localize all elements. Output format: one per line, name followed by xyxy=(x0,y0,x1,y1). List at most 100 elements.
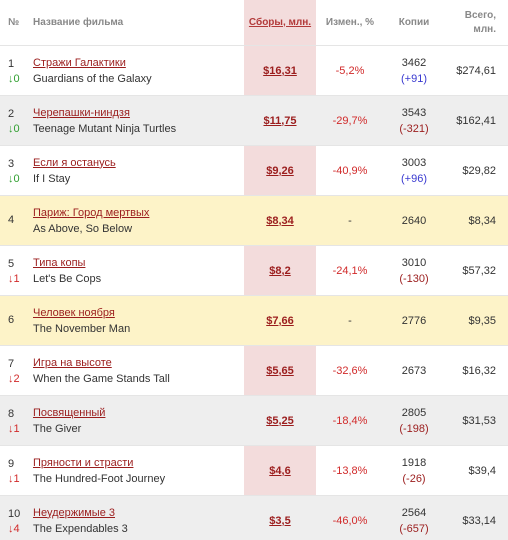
rank-number: 6 xyxy=(8,314,15,326)
box-office-value[interactable]: $5,65 xyxy=(266,364,294,377)
box-office-cell: $9,26 xyxy=(244,145,316,196)
table-row: 10 ↓4 Неудержимые 3 The Expendables 3 $3,5 -4… xyxy=(0,495,508,540)
copies-count: 2776 xyxy=(401,314,427,327)
header-box-office[interactable]: Сборы, млн. xyxy=(244,0,316,46)
film-original-title: The Hundred-Foot Journey xyxy=(33,472,166,485)
film-original-title: When the Game Stands Tall xyxy=(33,372,170,385)
change-percent: -46,0% xyxy=(316,495,384,540)
box-office-value[interactable]: $11,75 xyxy=(263,114,297,127)
rank-cell: 9 ↓1 xyxy=(0,445,27,496)
rank-change: ↓4 xyxy=(8,522,20,535)
film-title-link[interactable]: Неудержимые 3 xyxy=(33,506,115,519)
film-original-title: Let's Be Cops xyxy=(33,272,102,285)
film-original-title: As Above, So Below xyxy=(33,222,133,235)
total-gross: $8,34 xyxy=(444,195,508,246)
change-percent: -32,6% xyxy=(316,345,384,396)
copies-change: (-321) xyxy=(399,122,429,135)
rank-change: ↓1 xyxy=(8,422,20,435)
rank-number: 8 xyxy=(8,407,15,420)
box-office-cell: $7,66 xyxy=(244,295,316,346)
box-office-value[interactable]: $7,66 xyxy=(266,314,294,327)
rank-change: ↓0 xyxy=(8,122,20,135)
table-row: 5 ↓1 Типа копы Let's Be Cops $8,2 -24,1% 3010 (… xyxy=(0,245,508,296)
title-cell: Париж: Город мертвых As Above, So Below xyxy=(27,195,244,246)
header-box-office-label[interactable]: Сборы, млн. xyxy=(248,16,312,28)
box-office-value[interactable]: $3,5 xyxy=(269,514,291,527)
title-cell: Посвященный The Giver xyxy=(27,395,244,446)
total-gross: $274,61 xyxy=(444,45,508,96)
copies-count: 3462 xyxy=(401,56,427,69)
total-gross: $33,14 xyxy=(444,495,508,540)
title-cell: Человек ноября The November Man xyxy=(27,295,244,346)
box-office-value[interactable]: $5,25 xyxy=(266,414,294,427)
change-percent: -24,1% xyxy=(316,245,384,296)
box-office-cell: $4,6 xyxy=(244,445,316,496)
title-cell: Игра на высоте When the Game Stands Tall xyxy=(27,345,244,396)
rank-number: 1 xyxy=(8,57,15,70)
table-row: 4 Париж: Город мертвых As Above, So Below $… xyxy=(0,195,508,246)
rank-cell: 7 ↓2 xyxy=(0,345,27,396)
film-title-link[interactable]: Стражи Галактики xyxy=(33,56,126,69)
change-percent: -13,8% xyxy=(316,445,384,496)
rank-cell: 8 ↓1 xyxy=(0,395,27,446)
film-title-link[interactable]: Посвященный xyxy=(33,406,106,419)
copies-count: 2640 xyxy=(401,214,427,227)
copies-cell: 1918 (-26) xyxy=(384,445,444,496)
total-gross: $9,35 xyxy=(444,295,508,346)
copies-cell: 2673 xyxy=(384,345,444,396)
box-office-cell: $8,2 xyxy=(244,245,316,296)
change-percent: - xyxy=(316,195,384,246)
rank-change: ↓0 xyxy=(8,172,20,185)
header-total: Всего, млн. xyxy=(464,9,496,35)
rank-change: ↓1 xyxy=(8,272,20,285)
title-cell: Типа копы Let's Be Cops xyxy=(27,245,244,296)
film-title-link[interactable]: Типа копы xyxy=(33,256,86,269)
box-office-value[interactable]: $16,31 xyxy=(263,64,297,77)
title-cell: Неудержимые 3 The Expendables 3 xyxy=(27,495,244,540)
header-change: Измен., % xyxy=(325,16,375,28)
box-office-value[interactable]: $8,2 xyxy=(269,264,291,277)
box-office-value[interactable]: $9,26 xyxy=(266,164,294,177)
copies-count: 3010 xyxy=(401,256,427,269)
rank-cell: 4 xyxy=(0,195,27,246)
change-percent: -5,2% xyxy=(316,45,384,96)
header-copies: Копии xyxy=(398,16,430,28)
table-row: 3 ↓0 Если я останусь If I Stay $9,26 -40,9% 30… xyxy=(0,145,508,196)
title-cell: Стражи Галактики Guardians of the Galaxy xyxy=(27,45,244,96)
film-original-title: If I Stay xyxy=(33,172,71,185)
rank-number: 5 xyxy=(8,257,15,270)
total-gross: $29,82 xyxy=(444,145,508,196)
change-percent: -29,7% xyxy=(316,95,384,146)
box-office-value[interactable]: $4,6 xyxy=(269,464,291,477)
film-title-link[interactable]: Человек ноября xyxy=(33,306,115,319)
copies-change: (+96) xyxy=(401,172,427,185)
film-title-link[interactable]: Пряности и страсти xyxy=(33,456,134,469)
rank-number: 4 xyxy=(8,214,15,226)
title-cell: Черепашки-ниндзя Teenage Mutant Ninja Tur… xyxy=(27,95,244,146)
total-gross: $162,41 xyxy=(444,95,508,146)
rank-change: ↓2 xyxy=(8,372,20,385)
table-row: 9 ↓1 Пряности и страсти The Hundred-Foot Jo… xyxy=(0,445,508,496)
film-title-link[interactable]: Черепашки-ниндзя xyxy=(33,106,130,119)
table-row: 7 ↓2 Игра на высоте When the Game Stands Ta… xyxy=(0,345,508,396)
copies-change: (-26) xyxy=(402,472,426,485)
rank-number: 10 xyxy=(8,507,21,520)
film-original-title: Guardians of the Galaxy xyxy=(33,72,152,85)
box-office-value[interactable]: $8,34 xyxy=(266,214,294,227)
copies-cell: 2776 xyxy=(384,295,444,346)
film-original-title: The November Man xyxy=(33,322,131,335)
copies-change: (-130) xyxy=(399,272,429,285)
copies-count: 2805 xyxy=(401,406,427,419)
title-cell: Пряности и страсти The Hundred-Foot Journ… xyxy=(27,445,244,496)
film-title-link[interactable]: Париж: Город мертвых xyxy=(33,206,150,219)
rank-number: 3 xyxy=(8,157,15,170)
film-title-link[interactable]: Если я останусь xyxy=(33,156,116,169)
box-office-cell: $3,5 xyxy=(244,495,316,540)
total-gross: $16,32 xyxy=(444,345,508,396)
copies-count: 3543 xyxy=(401,106,427,119)
total-gross: $39,4 xyxy=(444,445,508,496)
film-title-link[interactable]: Игра на высоте xyxy=(33,356,112,369)
copies-cell: 2564 (-657) xyxy=(384,495,444,540)
copies-cell: 3003 (+96) xyxy=(384,145,444,196)
